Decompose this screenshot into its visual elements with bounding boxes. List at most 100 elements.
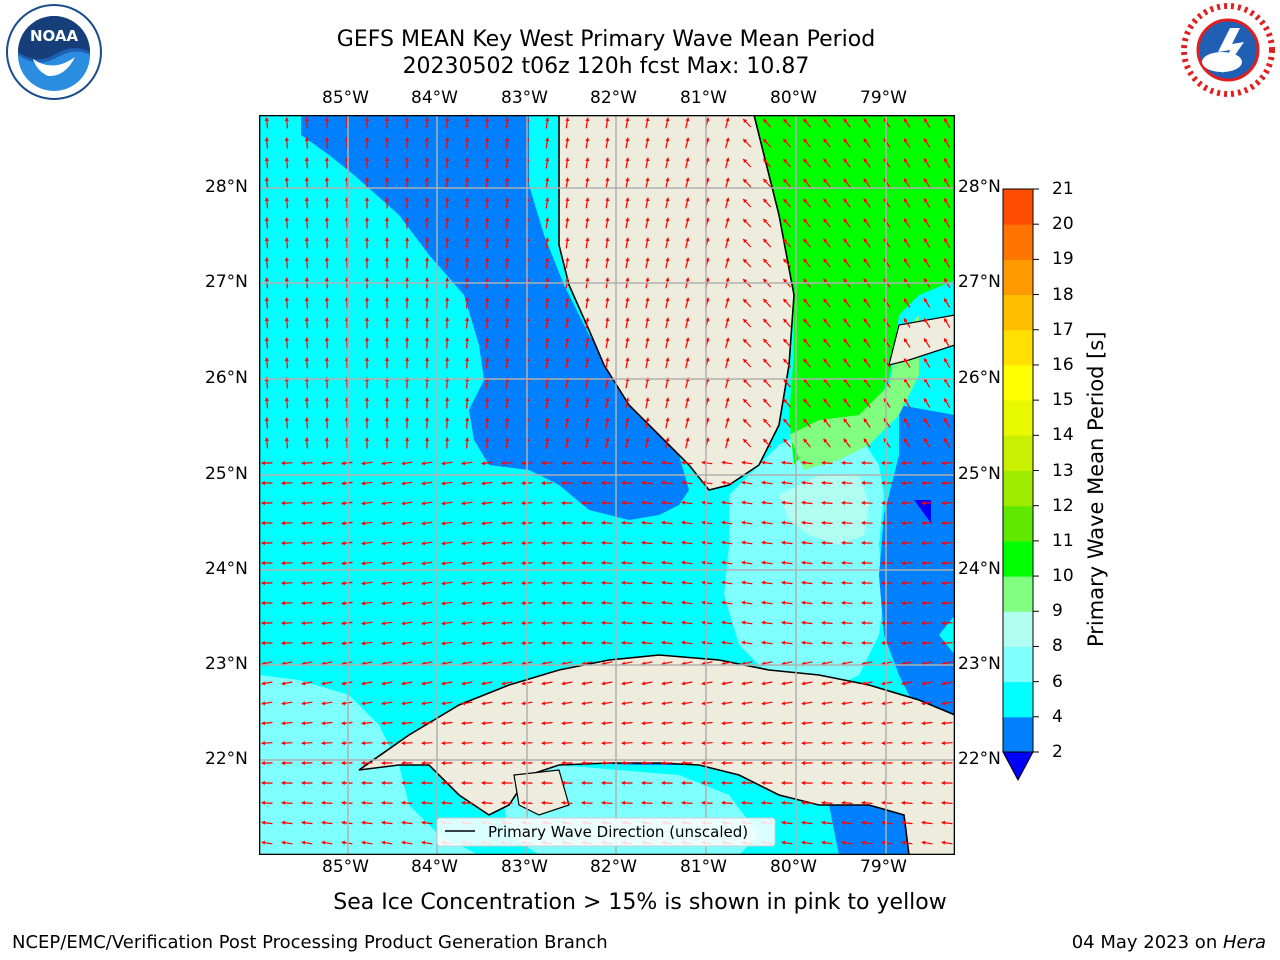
wave-arrow-head [843,118,848,123]
wave-arrow-head [261,681,266,686]
wave-arrow-head [461,581,466,586]
wave-arrow-head [924,318,928,323]
wave-arrow-head [841,800,845,805]
wave-arrow-head [823,258,828,263]
wave-arrow-head [823,298,828,303]
wave-arrow-head [781,560,786,565]
wave-arrow-head [761,460,766,465]
wave-arrow-head [701,500,706,505]
wave-arrow-head [921,601,925,606]
wave-arrow-head [781,480,786,485]
wave-arrow-head [661,780,665,786]
wave-arrow-head [281,640,285,646]
wave-arrow-head [401,621,406,626]
wave-arrow-head [284,437,289,441]
wave-arrow-head [821,520,826,525]
wave-arrow-head [661,480,666,485]
wave-arrow-head [783,278,788,283]
wave-arrow-head [321,501,326,506]
wave-arrow-head [841,600,845,605]
wave-arrow-head [324,257,330,261]
wave-arrow-head [763,118,768,123]
wave-arrow-head [681,460,686,465]
wave-arrow-head [625,217,630,222]
wave-arrow-head [661,580,666,585]
wave-arrow-head [921,561,925,566]
wave-arrow-head [404,337,410,341]
wave-arrow-head [901,560,905,566]
wave-arrow-head [565,437,570,442]
wave-arrow-head [743,339,748,343]
wave-arrow-head [921,521,925,526]
wave-arrow-head [404,397,410,401]
wave-arrow-head [821,840,826,845]
wave-arrow-head [721,560,726,565]
wave-arrow-head [421,721,426,726]
wave-arrow-head [605,397,610,402]
wave-arrow-head [261,500,265,506]
map-legend: Primary Wave Direction (unscaled) [436,817,776,847]
wave-arrow-head [763,278,768,283]
wave-arrow-head [641,780,645,786]
wave-arrow-head [264,277,269,282]
wave-arrow-head [424,317,430,321]
wave-arrow-head [901,701,906,706]
wave-arrow-head [364,177,370,181]
wave-arrow-head [681,780,685,786]
wave-arrow-head [461,641,466,646]
wave-arrow-head [881,820,886,825]
wave-arrow-head [284,317,289,321]
legend-text: Primary Wave Direction (unscaled) [488,823,748,841]
wave-arrow-head [605,337,610,342]
wave-arrow-head [944,118,948,123]
wave-arrow-head [924,218,928,223]
wave-arrow-head [863,138,868,143]
wave-arrow-head [505,137,510,142]
wave-arrow-head [441,780,445,786]
wave-arrow-head [364,157,370,161]
wave-arrow-head [743,419,748,423]
wave-arrow-head [384,397,390,401]
wave-arrow-head [861,640,865,646]
wave-arrow-head [401,701,406,706]
colorbar-tick-label: 14 [1052,425,1074,446]
wave-arrow-head [324,337,330,341]
wave-arrow-head [284,417,289,421]
wave-arrow-head [841,620,845,625]
wave-arrow-head [605,437,610,442]
wave-arrow-head [445,117,450,121]
wave-arrow-head [924,258,928,263]
wave-arrow-head [384,197,390,201]
wave-arrow-head [485,137,490,142]
wave-arrow-head [861,721,866,726]
wave-arrow-head [301,521,305,526]
wave-arrow-head [861,701,866,706]
wave-arrow-head [465,397,470,401]
wave-arrow-head [841,840,846,845]
wave-arrow-head [621,741,625,746]
wave-arrow-head [701,460,706,465]
wave-arrow-head [321,840,326,845]
wave-arrow-head [685,277,690,282]
wave-arrow-head [321,621,326,626]
wave-arrow-head [803,338,808,343]
wave-arrow-head [841,540,845,545]
wave-arrow-head [384,177,390,181]
wave-arrow-head [264,257,269,262]
footer-machine: Hera [1222,932,1266,953]
wave-arrow-head [601,760,605,766]
footer-date: 04 May 2023 on Hera [1072,932,1266,953]
wave-arrow-head [581,520,585,526]
wave-arrow-head [881,721,886,726]
wave-arrow-head [924,338,928,343]
wave-arrow-head [761,760,765,766]
wave-arrow-head [861,560,865,566]
wave-arrow-head [281,460,285,466]
wave-arrow-head [944,338,948,343]
wave-arrow-head [661,500,666,505]
wave-arrow-head [481,541,486,546]
wave-arrow-head [404,297,410,301]
wave-arrow-head [881,520,885,526]
wave-arrow-head [565,177,570,182]
wave-arrow-head [861,580,865,586]
